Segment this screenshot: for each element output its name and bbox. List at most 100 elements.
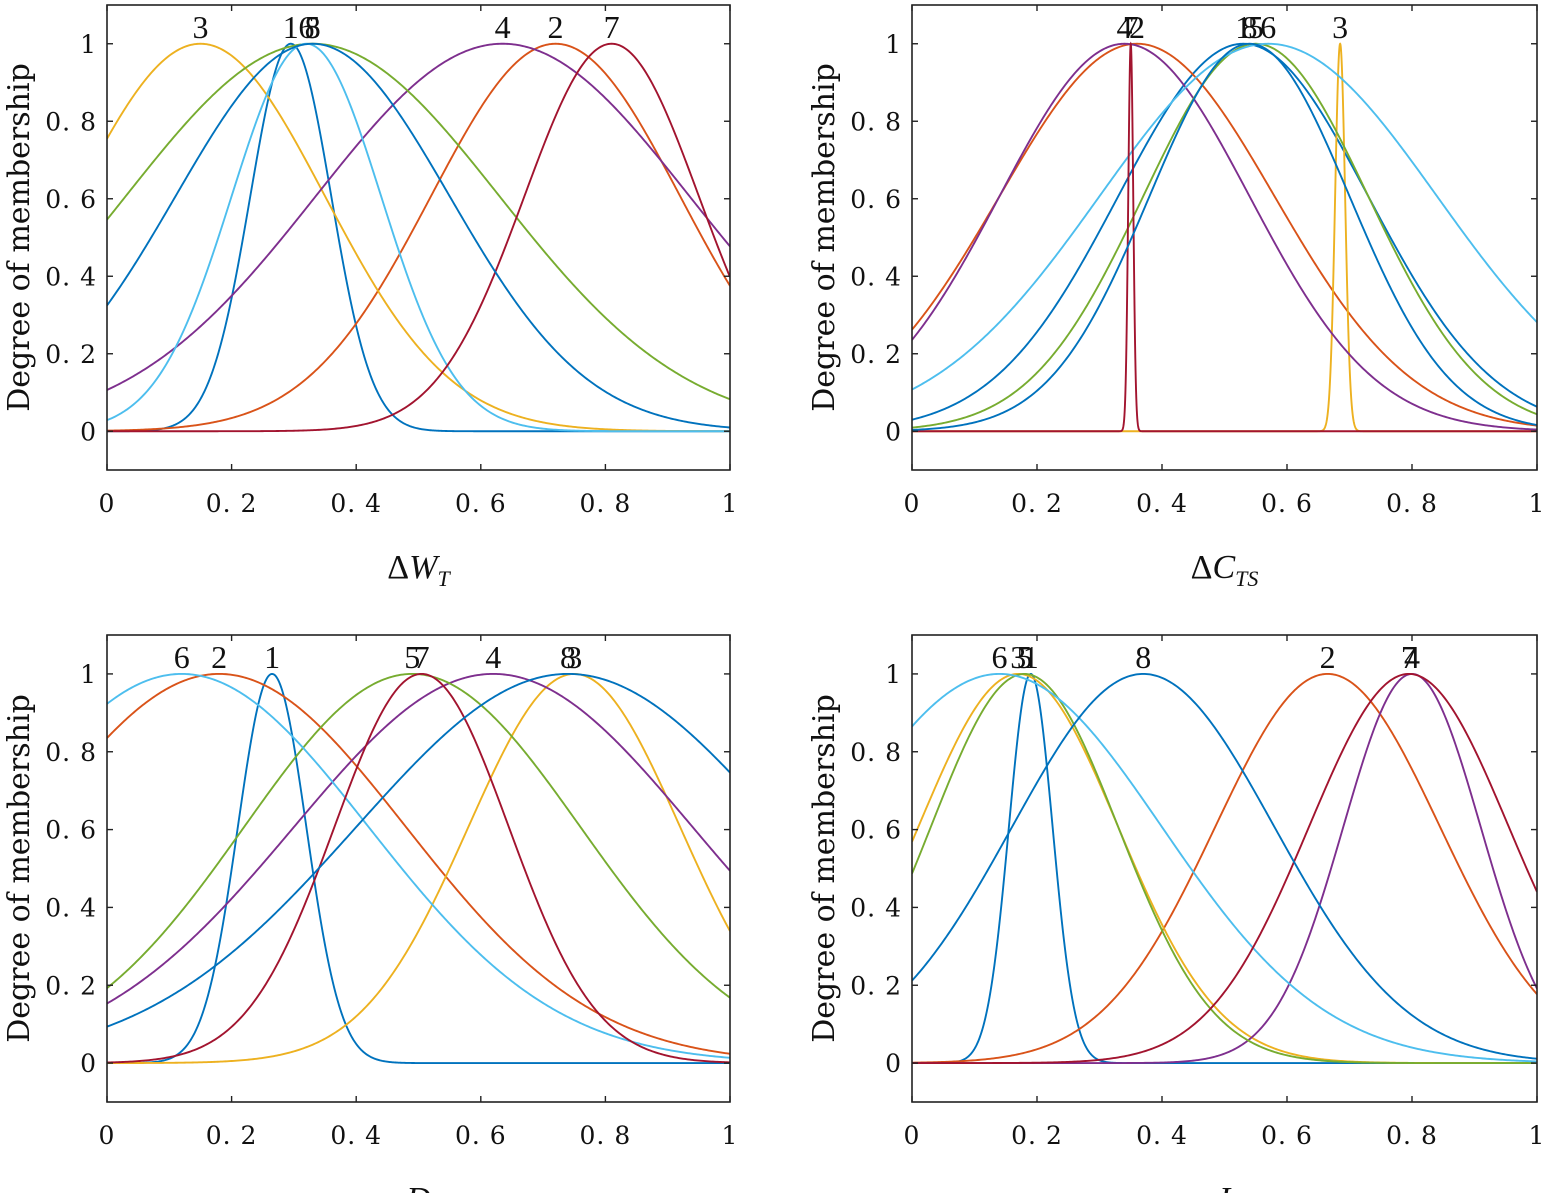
y-tick-label: 0 xyxy=(885,417,902,446)
series-8-peak-label: 8 xyxy=(305,9,321,45)
panel-3: 0 0. 2 0. 4 0. 6 0. 8 1 0 0. 2 0. 4 0. 6 0. 8 1 Degr… xyxy=(2,634,739,1193)
y-tick-label: 0 xyxy=(80,1049,97,1078)
y-tick-label: 1 xyxy=(885,30,902,59)
series-6-peak-label: 6 xyxy=(992,639,1008,675)
x-axis-label: I xyxy=(1218,1181,1232,1193)
x-tick-label: 0. 6 xyxy=(455,1121,507,1150)
x-tick-label: 0. 6 xyxy=(455,489,507,518)
series-4-peak-label: 4 xyxy=(1117,9,1133,45)
series-5-peak-label: 5 xyxy=(305,9,321,45)
series-4-curve xyxy=(107,672,730,1005)
y-tick-label: 0. 4 xyxy=(850,262,902,291)
series-4-curve xyxy=(107,42,730,391)
series-2-curve xyxy=(912,42,1537,427)
y-tick-label: 0. 6 xyxy=(45,185,97,214)
x-tick-label: 0. 4 xyxy=(330,1121,382,1150)
series-1-curve xyxy=(912,672,1537,1065)
series-7-curve xyxy=(107,42,730,433)
y-tick-label: 0. 4 xyxy=(45,893,97,922)
series-8-peak-label: 8 xyxy=(560,639,576,675)
series-5-curve xyxy=(912,42,1537,429)
curves xyxy=(107,42,730,433)
curves xyxy=(912,672,1537,1065)
x-tick-label: 0. 2 xyxy=(206,1121,258,1150)
x-tick-label: 0 xyxy=(904,1121,921,1150)
x-tick-label: 1 xyxy=(1529,1121,1546,1150)
axes-frame xyxy=(106,634,731,1103)
series-3-peak-label: 3 xyxy=(566,639,582,675)
series-6-curve xyxy=(107,672,730,1059)
y-tick-label: 0. 8 xyxy=(850,107,902,136)
axes-frame xyxy=(911,634,1538,1103)
x-tick-label: 1 xyxy=(722,1121,739,1150)
curves xyxy=(912,41,1537,433)
x-tick-label: 0. 2 xyxy=(1011,489,1063,518)
series-4-peak-label: 4 xyxy=(495,9,511,45)
series-5-curve xyxy=(107,672,730,999)
series-6-peak-label: 6 xyxy=(1260,9,1276,45)
axes-frame xyxy=(106,4,731,471)
series-7-peak-label: 7 xyxy=(1401,639,1417,675)
y-axis-label: Degree of membership xyxy=(2,694,37,1043)
y-tick-label: 0. 8 xyxy=(45,107,97,136)
y-tick-label: 0. 2 xyxy=(850,340,902,369)
series-3-curve xyxy=(107,42,730,433)
y-tick-label: 0 xyxy=(80,417,97,446)
x-tick-label: 0. 8 xyxy=(1386,489,1438,518)
series-1-curve xyxy=(912,42,1537,421)
x-tick-label: 0. 6 xyxy=(1261,489,1313,518)
series-2-peak-label: 2 xyxy=(548,9,564,45)
series-6-curve xyxy=(107,42,730,433)
series-1-peak-label: 1 xyxy=(1023,639,1039,675)
series-7-curve xyxy=(912,41,1537,433)
series-4-peak-label: 4 xyxy=(485,639,501,675)
x-axis-label: ΔCTS xyxy=(1191,549,1259,591)
y-tick-label: 0. 2 xyxy=(45,971,97,1000)
series-2-peak-label: 2 xyxy=(1320,639,1336,675)
y-tick-label: 0. 6 xyxy=(850,185,902,214)
series-6-peak-label: 6 xyxy=(298,9,314,45)
series-8-curve xyxy=(912,42,1537,431)
y-tick-label: 1 xyxy=(80,30,97,59)
series-5-peak-label: 5 xyxy=(1248,9,1264,45)
panel-1: 0 0. 2 0. 4 0. 6 0. 8 1 0 0. 2 0. 4 0. 6 0. 8 1 Degr… xyxy=(2,4,739,591)
series-8-peak-label: 8 xyxy=(1135,639,1151,675)
x-tick-label: 0. 4 xyxy=(1136,1121,1188,1150)
y-axis-label: Degree of membership xyxy=(2,63,37,412)
series-8-peak-label: 8 xyxy=(1242,9,1258,45)
y-tick-label: 1 xyxy=(80,660,97,689)
series-8-curve xyxy=(912,672,1537,1060)
x-tick-label: 0. 4 xyxy=(330,489,382,518)
series-3-peak-label: 3 xyxy=(192,9,208,45)
series-7-peak-label: 7 xyxy=(1123,9,1139,45)
x-tick-label: 0. 2 xyxy=(1011,1121,1063,1150)
series-8-curve xyxy=(107,672,730,1028)
series-6-curve xyxy=(912,672,1537,1063)
series-5-curve xyxy=(107,42,730,401)
series-3-curve xyxy=(107,672,730,1065)
x-tick-label: 1 xyxy=(722,489,739,518)
x-tick-label: 0. 4 xyxy=(1136,489,1188,518)
series-2-peak-label: 2 xyxy=(1129,9,1145,45)
x-tick-label: 0. 8 xyxy=(580,489,632,518)
y-tick-label: 0 xyxy=(885,1049,902,1078)
series-7-peak-label: 7 xyxy=(604,9,620,45)
y-tick-label: 0. 6 xyxy=(850,816,902,845)
curves xyxy=(107,672,730,1065)
panel-4: 0 0. 2 0. 4 0. 6 0. 8 1 0 0. 2 0. 4 0. 6 0. 8 1 Degr… xyxy=(807,634,1546,1193)
y-axis-label: Degree of membership xyxy=(807,63,842,412)
series-2-peak-label: 2 xyxy=(211,639,227,675)
series-1-peak-label: 1 xyxy=(264,639,280,675)
x-tick-label: 0. 8 xyxy=(1386,1121,1438,1150)
series-1-peak-label: 1 xyxy=(1235,9,1251,45)
x-tick-label: 0. 8 xyxy=(580,1121,632,1150)
series-2-curve xyxy=(912,672,1537,1064)
y-tick-label: 0. 8 xyxy=(45,738,97,767)
series-2-curve xyxy=(107,672,730,1055)
series-1-peak-label: 1 xyxy=(283,9,299,45)
y-tick-label: 0. 2 xyxy=(45,340,97,369)
series-7-peak-label: 7 xyxy=(414,639,430,675)
y-tick-label: 1 xyxy=(885,660,902,689)
y-tick-label: 0. 8 xyxy=(850,738,902,767)
